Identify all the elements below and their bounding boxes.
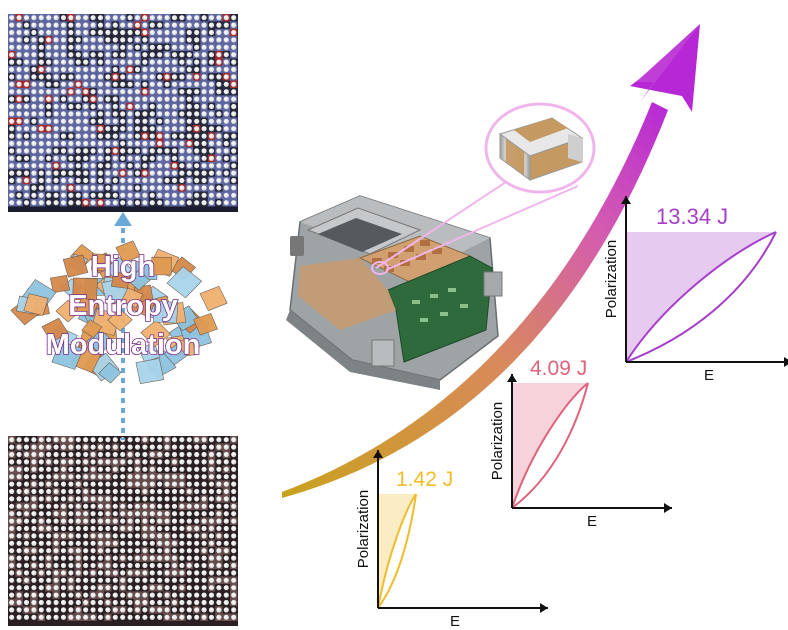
x-axis-label: E: [704, 367, 714, 384]
x-axis-label: E: [450, 613, 460, 630]
capacitor-chip-icon: [498, 117, 584, 181]
lattice-ordered-icon: [8, 436, 238, 626]
loop-curve-lower: [377, 493, 417, 609]
loop-curve-upper: [377, 493, 417, 609]
modulation-line2: Entropy: [68, 290, 178, 322]
loop-curve-lower: [625, 231, 777, 363]
connector-arrowhead: [114, 212, 132, 226]
loop-curve-upper: [625, 231, 777, 363]
energy-label: 13.34 J: [656, 204, 728, 229]
loop-plot-medium: Polarization E 4.09 J: [489, 357, 672, 530]
energy-label: 1.42 J: [396, 468, 453, 491]
y-axis-label: Polarization: [355, 490, 372, 568]
x-axis-label: E: [587, 513, 597, 530]
loop-plot-small: Polarization E 1.42 J: [355, 450, 548, 630]
y-axis-label: Polarization: [603, 240, 620, 318]
energy-region: [378, 494, 416, 608]
growth-arrow-icon: [282, 24, 700, 498]
energy-label: 4.09 J: [530, 357, 587, 380]
loop-plot-large: Polarization E 13.34 J: [603, 196, 788, 384]
polyhedra-cluster-icon: [10, 240, 228, 385]
modulation-line1: High: [91, 251, 155, 283]
y-axis-label: Polarization: [489, 402, 506, 480]
modulation-line3: Modulation: [46, 329, 201, 361]
energy-region: [626, 232, 776, 362]
loop-curve-upper: [511, 382, 589, 509]
energy-region: [512, 383, 588, 508]
loop-curve-lower: [511, 382, 589, 509]
capacitor-zoom: [371, 102, 596, 275]
lattice-disordered-icon: [8, 14, 238, 212]
inverter-module-icon: [286, 195, 503, 390]
modulation-title: High Entropy Modulation: [45, 250, 201, 362]
